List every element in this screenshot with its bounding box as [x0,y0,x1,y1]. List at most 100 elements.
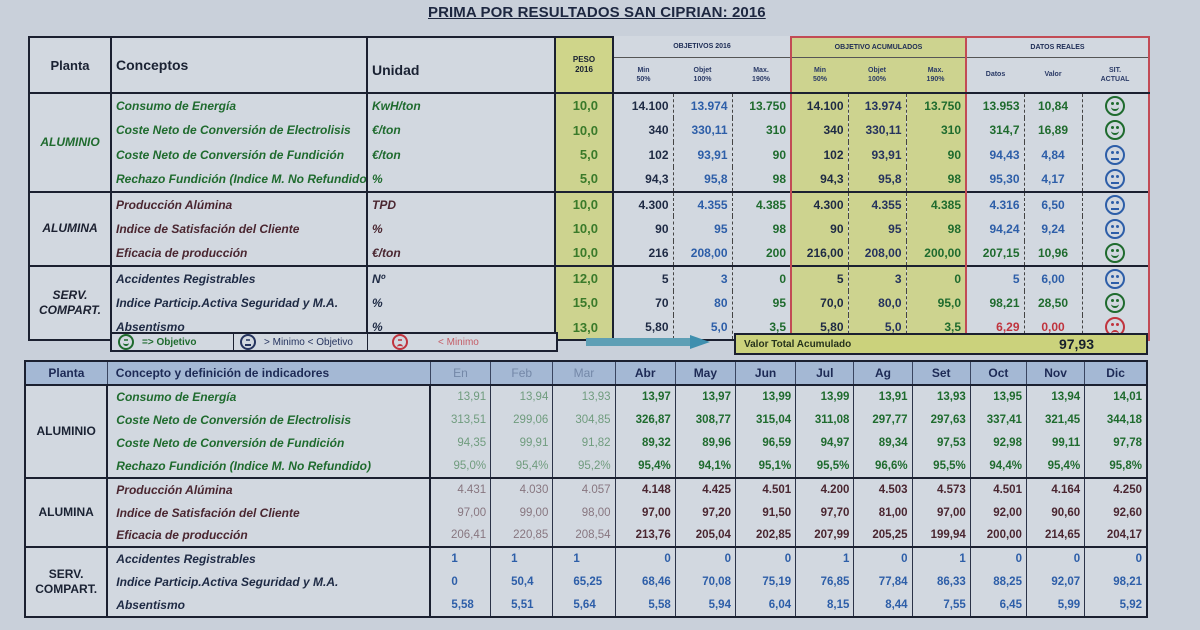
month-value-cell: 213,76 [615,524,676,548]
month-value-cell: 13,99 [735,385,797,409]
unit-cell: €/ton [367,241,556,266]
table-row: ALUMINA Producción Alúmina TPD 10,0 4.300 4.3… [28,190,1151,267]
obj-min-cell: 216 [613,241,674,266]
datos-cell: 5 [965,264,1025,291]
acum-max-cell: 13.750 [906,93,967,118]
month-value-cell: 13,97 [615,385,676,409]
datos-cell: 207,15 [965,241,1025,266]
table-row: Indice de Satisfación del Cliente 97,00 99… [25,500,1148,525]
month-value-cell: 98,00 [552,500,616,525]
concept-cell: Producción Alúmina [110,190,368,217]
month-value-cell: 337,41 [970,408,1027,432]
obj-max-cell: 90 [732,142,792,168]
month-value-cell: 0 [970,546,1027,571]
concept-cell: Indice Particip.Activa Seguridad y M.A. [107,570,432,594]
month-value-cell: 92,60 [1084,500,1148,525]
month-value-cell: 0 [615,546,676,571]
month-value-cell: 99,91 [490,431,554,455]
concept-cell: Accidentes Registrables [110,264,368,291]
planta-cell: ALUMINIO [28,92,112,193]
legend-objetivo: => Objetivo [112,334,234,350]
status-cell [1082,264,1151,291]
month-value-cell: 4.148 [615,476,676,501]
month-value-cell: 97,20 [675,500,736,525]
month-value-cell: 92,07 [1026,570,1086,594]
month-value-cell: 344,18 [1084,408,1148,432]
month-value-cell: 68,46 [615,570,676,594]
month-value-cell: 0 [1084,546,1148,571]
sad-face-icon [392,334,408,350]
obj-max-cell: 98 [732,167,792,192]
month-value-cell: 94,4% [970,454,1027,478]
table-row: Coste Neto de Conversión de Fundición 94,… [25,431,1148,455]
header-min: Min 50% [613,57,673,94]
header-planta: Planta [28,36,112,94]
status-cell [1082,241,1151,266]
month-value-cell: 88,25 [970,570,1027,594]
month-value-cell: 95,5% [912,454,971,478]
obj-min-cell: 340 [613,117,674,143]
month-value-cell: 89,96 [675,431,736,455]
month-value-cell: 5,94 [675,593,736,617]
concept-cell: Absentismo [107,593,432,617]
header-month-set: Set [911,360,971,386]
header-month-en: En [429,360,492,386]
concept-cell: Rechazo Fundición (Indice M. No Refundid… [107,454,432,478]
concept-cell: Coste Neto de Conversión de Electrolisis [110,117,368,143]
unit-cell: KwH/ton [367,93,556,118]
acum-max-cell: 98 [906,167,967,192]
month-value-cell: 97,00 [615,500,676,525]
planta-cell: SERV. COMPART. [28,264,112,341]
obj-max-cell: 310 [732,117,792,143]
max-label: Max. [927,66,944,74]
obj-min-cell: 70 [613,290,674,316]
max-pct: 190% [752,75,770,83]
concept-cell: Consumo de Energía [110,93,368,118]
month-value-cell: 4.250 [1084,476,1148,501]
max-label: Max. [753,66,769,74]
month-value-cell: 4.503 [853,476,913,501]
month-value-cell: 50,4 [490,570,554,594]
month-value-cell: 0 [430,570,492,594]
valor-cell: 28,50 [1024,290,1083,316]
month-value-cell: 205,25 [853,524,913,548]
legend-minimo-objetivo: > Minimo < Objetivo [234,334,368,350]
obj-max-cell: 200 [732,241,792,266]
header-month-jun: Jun [734,360,797,386]
concept-cell: Indice de Satisfación del Cliente [107,500,432,525]
header-conceptos: Conceptos [110,36,368,94]
valor-cell: 9,24 [1024,216,1083,242]
month-value-cell: 4.431 [430,476,492,501]
month-value-cell: 95,5% [795,454,855,478]
max-pct: 190% [926,75,945,83]
header-concepto: Concepto y definición de indicadores [106,360,431,386]
obj-min-cell: 5 [613,264,674,291]
table-row: Indice de Satisfación del Cliente% 10,0 90… [29,216,1151,242]
concept-cell: Coste Neto de Conversión de Electrolisis [107,408,432,432]
month-value-cell: 65,25 [552,570,616,594]
peso-cell: 15,0 [555,290,614,316]
obj-max-cell: 4.385 [732,190,792,217]
concept-cell: Eficacia de producción [107,524,432,548]
acum-max-cell: 98 [906,216,967,242]
month-value-cell: 13,99 [795,385,855,409]
table-row: Rechazo Fundición (Indice M. No Refundid… [29,167,1151,192]
neutral-face-icon [1105,268,1126,289]
month-value-cell: 5,92 [1084,593,1148,617]
header-month-oct: Oct [969,360,1027,386]
datos-cell: 98,21 [965,290,1025,316]
month-value-cell: 4.573 [912,476,971,501]
acum-max-cell: 90 [906,142,967,168]
table-row: SERV. COMPART. Accidentes Registrables Nº 1… [28,264,1151,341]
obj-min-cell: 5,80 [613,315,674,341]
acum-min-cell: 70,0 [790,290,849,316]
month-value-cell: 308,77 [675,408,736,432]
happy-face-icon [1105,292,1126,313]
unit-cell: €/ton [367,142,556,168]
monthly-indicators-table: Planta Concepto y definición de indicado… [23,360,1148,618]
objet-pct: 100% [868,75,886,83]
unit-cell: % [367,290,556,316]
header-planta: Planta [24,360,108,386]
header-month-jul: Jul [795,360,855,386]
acum-min-cell: 4.300 [790,190,849,217]
